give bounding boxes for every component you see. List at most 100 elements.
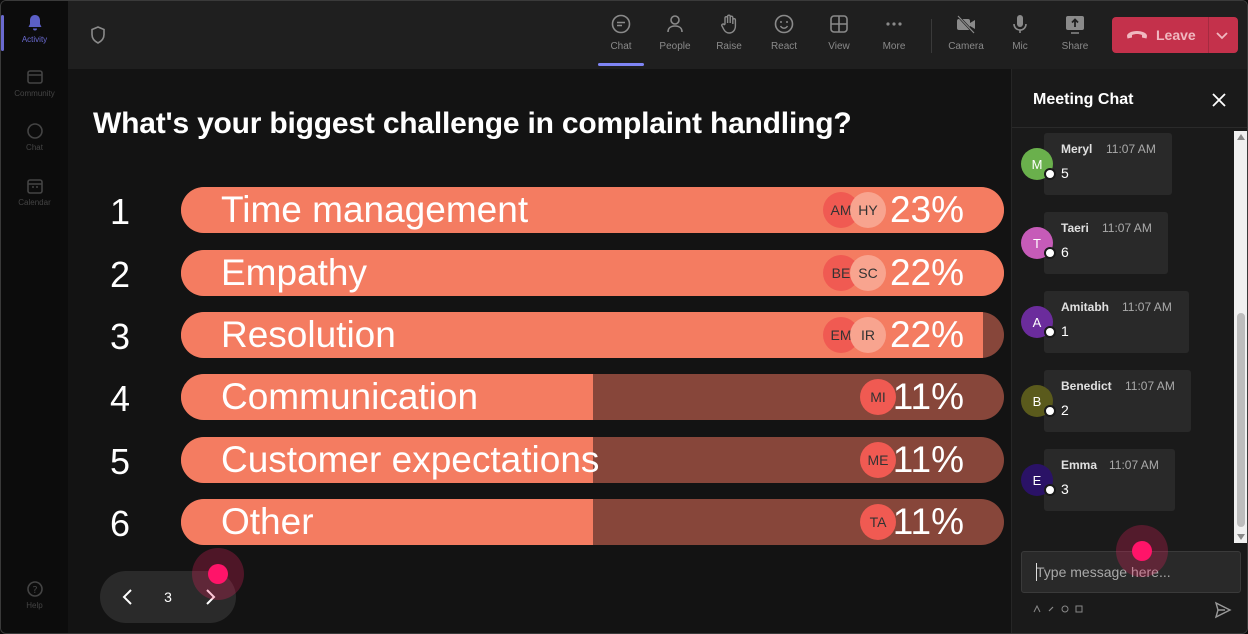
poll-option-label: Other (221, 501, 314, 542)
tool-label: View (828, 41, 850, 52)
rail-item-help[interactable]: ? Help (1, 579, 68, 610)
chat-scrollbar[interactable] (1234, 131, 1247, 543)
voter-avatar: HY (850, 192, 886, 228)
poll-option-bar[interactable]: Customer expectations ME 11% (181, 437, 1004, 483)
view-button[interactable]: View (812, 13, 866, 52)
attach-icon[interactable] (1047, 605, 1055, 613)
tool-label: Camera (948, 41, 984, 52)
message-sender: Taeri (1061, 221, 1089, 235)
rail-item-label: Chat (26, 143, 43, 152)
avatar[interactable]: T (1021, 227, 1056, 259)
camera-button[interactable]: Camera (939, 13, 993, 52)
rail-item-label: Community (14, 89, 55, 98)
close-icon[interactable] (1210, 91, 1228, 109)
raise-hand-button[interactable]: Raise (702, 13, 756, 52)
avatar-initial: B (1032, 393, 1042, 409)
scrollbar-thumb[interactable] (1237, 313, 1245, 527)
message-sender: Meryl (1061, 142, 1093, 156)
chat-message[interactable]: Taeri 11:07 AM 6 (1044, 212, 1168, 274)
react-button[interactable]: React (757, 13, 811, 52)
poll-option-percent: 22% (889, 252, 964, 293)
text-caret (1036, 563, 1037, 581)
scroll-down-arrow-icon[interactable] (1237, 534, 1245, 540)
send-icon[interactable] (1214, 601, 1232, 619)
chat-message[interactable]: Amitabh 11:07 AM 1 (1044, 291, 1189, 353)
chat-message[interactable]: Benedict 11:07 AM 2 (1044, 370, 1191, 432)
poll-question: What's your biggest challenge in complai… (93, 107, 852, 140)
scroll-up-arrow-icon[interactable] (1237, 134, 1245, 140)
mic-icon (1013, 15, 1027, 33)
poll-option-row: 5 Customer expectations ME 11% (68, 437, 1011, 485)
rail-item-label: Calendar (18, 198, 51, 207)
avatar[interactable]: A (1021, 306, 1056, 338)
poll-option-row: 3 Resolution EM IR 22% (68, 312, 1011, 360)
chat-compose-box[interactable] (1021, 551, 1241, 593)
avatar[interactable]: E (1021, 464, 1056, 496)
page-number: 3 (164, 589, 172, 605)
message-timestamp: 11:07 AM (1125, 379, 1175, 393)
chat-button[interactable]: Chat (594, 13, 648, 66)
rail-item-community[interactable]: Community (1, 67, 68, 98)
poll-option-bar[interactable]: Empathy BE SC 22% (181, 250, 1004, 296)
chat-message-input[interactable] (1036, 562, 1226, 582)
tool-label: Share (1061, 41, 1089, 52)
click-indicator (1116, 525, 1168, 577)
poll-option-rank: 6 (109, 503, 131, 544)
voter-avatar: ME (860, 442, 896, 478)
voter-avatar: IR (850, 317, 886, 353)
rail-item-activity[interactable]: Activity (1, 13, 68, 51)
poll-option-label: Customer expectations (221, 439, 600, 480)
click-indicator (192, 548, 244, 600)
poll-option-percent: 11% (892, 376, 964, 417)
avatar[interactable]: B (1021, 385, 1056, 417)
poll-option-bar[interactable]: Communication MI 11% (181, 374, 1004, 420)
chevron-right-icon[interactable] (200, 587, 220, 607)
rail-item-label: Activity (21, 35, 48, 44)
avatar[interactable]: M (1021, 148, 1056, 180)
poll-option-bar[interactable]: Time management AM HY 23% (181, 187, 1004, 233)
message-body: 1 (1061, 323, 1069, 339)
chevron-down-icon[interactable] (1215, 28, 1229, 42)
avatar-initial: A (1032, 314, 1042, 330)
poll-option-row: 6 Other TA 11% (68, 499, 1011, 547)
emoji-icon[interactable] (1061, 605, 1069, 613)
poll-option-row: 2 Empathy BE SC 22% (68, 250, 1011, 298)
rail-item-label: Help (26, 601, 43, 610)
share-button[interactable]: Share (1048, 13, 1102, 52)
poll-option-label: Communication (221, 376, 479, 417)
message-sender: Amitabh (1061, 300, 1109, 314)
share-icon (1066, 16, 1084, 34)
shield-icon[interactable] (88, 25, 108, 45)
leave-label: Leave (1156, 27, 1196, 43)
people-icon (667, 15, 683, 33)
poll-option-bar[interactable]: Other TA 11% (181, 499, 1004, 545)
presence-indicator (1044, 168, 1056, 180)
poll-option-rank: 5 (109, 441, 131, 482)
rail-item-calendar[interactable]: Calendar (1, 176, 68, 207)
poll-bar-fill (181, 499, 593, 545)
chat-message[interactable]: Meryl 11:07 AM 5 (1044, 133, 1172, 195)
smiley-icon (774, 14, 794, 34)
poll-option-bar[interactable]: Resolution EM IR 22% (181, 312, 1004, 358)
gif-icon[interactable] (1075, 605, 1083, 613)
voter-avatar: SC (850, 255, 886, 291)
poll-option-row: 4 Communication MI 11% (68, 374, 1011, 422)
voter-avatar: TA (860, 504, 896, 540)
format-icon[interactable] (1033, 605, 1041, 613)
tool-label: Raise (716, 41, 742, 52)
rail-item-chat[interactable]: Chat (1, 121, 68, 152)
voter-avatar: MI (860, 379, 896, 415)
poll-option-label: Empathy (221, 252, 368, 293)
more-button[interactable]: More (867, 13, 921, 52)
mic-button[interactable]: Mic (993, 13, 1047, 52)
leave-button[interactable]: Leave (1112, 17, 1238, 53)
phone-hangup-icon (1127, 31, 1147, 39)
chevron-left-icon[interactable] (118, 587, 138, 607)
tool-label: Mic (1012, 41, 1028, 52)
tool-label: React (770, 41, 798, 52)
chat-icon (26, 123, 43, 139)
chat-message[interactable]: Emma 11:07 AM 3 (1044, 449, 1175, 511)
people-button[interactable]: People (648, 13, 702, 52)
message-timestamp: 11:07 AM (1102, 221, 1152, 235)
